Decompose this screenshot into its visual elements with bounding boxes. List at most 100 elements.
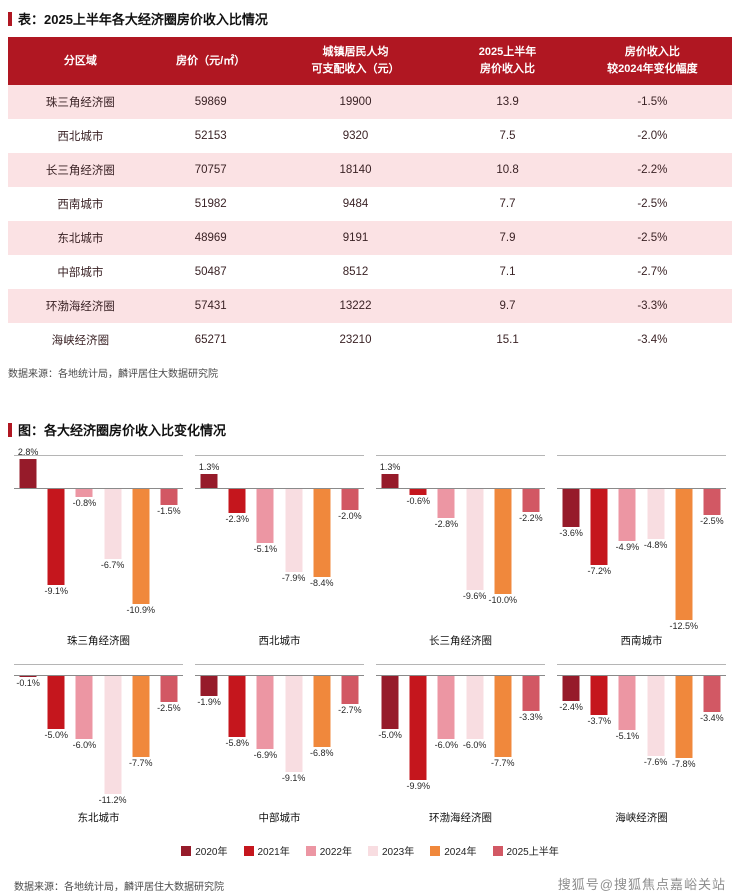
bar-value-label: -0.6% bbox=[406, 496, 431, 507]
chart-plot: -1.9% -5.8% -6.9% -9.1% -6.8% -2.7% bbox=[195, 664, 364, 804]
chart-bar bbox=[132, 489, 150, 604]
bar-value-label: -3.7% bbox=[587, 715, 612, 726]
table-cell: 13222 bbox=[339, 300, 372, 313]
bar-value-label: -9.1% bbox=[281, 772, 306, 783]
bar-value-label: -3.6% bbox=[559, 527, 583, 538]
title-accent-bar-icon bbox=[8, 422, 12, 437]
mini-chart: 1.3% -0.6% -2.8% -9.6% -10.0% -2.2% 长三角经济圈 bbox=[376, 455, 545, 648]
chart-bar bbox=[466, 676, 484, 740]
table-cell: 10.8 bbox=[496, 164, 519, 177]
table-cell: 7.5 bbox=[499, 130, 516, 143]
table-cell: 9484 bbox=[342, 198, 369, 211]
chart-bar bbox=[341, 676, 359, 705]
bar-value-label: -2.5% bbox=[700, 516, 724, 527]
table-cell: 9191 bbox=[342, 232, 369, 245]
chart-bar bbox=[313, 489, 331, 578]
legend-swatch-icon bbox=[492, 845, 503, 856]
bar-value-label: -10.9% bbox=[126, 604, 156, 615]
table-cell: 9320 bbox=[342, 130, 369, 143]
table-cell: 西北城市 bbox=[57, 131, 104, 144]
table-row: 西北城市 52153 9320 7.5 -2.0% bbox=[8, 119, 732, 154]
region-label: 海峡经济圈 bbox=[615, 812, 668, 825]
bar-value-label: -7.7% bbox=[128, 757, 153, 768]
legend-label: 2025上半年 bbox=[506, 847, 559, 859]
watermark-text: 搜狐号@搜狐焦点嘉峪关站 bbox=[557, 877, 726, 893]
legend-swatch-icon bbox=[305, 845, 316, 856]
chart-plot: 2.8% -9.1% -0.8% -6.7% -10.9% -1.5% bbox=[14, 447, 183, 627]
bar-value-label: -7.2% bbox=[587, 565, 612, 576]
bar-value-label: 1.3% bbox=[198, 462, 220, 473]
table-cell: -2.5% bbox=[637, 198, 668, 211]
chart-bar bbox=[381, 676, 399, 729]
chart-section-title: 图：各大经济圈房价收入比变化情况 bbox=[8, 420, 732, 439]
chart-bar bbox=[75, 676, 93, 740]
table-body: 珠三角经济圈 59869 19900 13.9 -1.5% 西北城市 52153 9320 7.… bbox=[8, 85, 732, 358]
chart-plot: 1.3% -2.3% -5.1% -7.9% -8.4% -2.0% bbox=[195, 455, 364, 627]
chart-bar bbox=[647, 489, 665, 540]
legend-label: 2020年 bbox=[195, 847, 228, 859]
bar-value-label: -5.1% bbox=[253, 543, 278, 554]
zero-axis-line bbox=[195, 675, 364, 677]
bar-value-label: -7.6% bbox=[643, 756, 668, 767]
zero-axis-line bbox=[376, 488, 545, 490]
chart-bar bbox=[437, 676, 455, 740]
chart-plot: -2.4% -3.7% -5.1% -7.6% -7.8% -3.4% bbox=[557, 664, 726, 804]
chart-bar bbox=[494, 676, 512, 757]
chart-bar bbox=[381, 474, 399, 489]
chart-bar bbox=[675, 676, 693, 758]
chart-bar bbox=[104, 489, 122, 560]
table-cell: 7.1 bbox=[499, 266, 516, 279]
chart-bar bbox=[19, 458, 37, 489]
region-label: 东北城市 bbox=[77, 812, 120, 825]
bar-value-label: -4.9% bbox=[615, 541, 640, 552]
table-cell: 珠三角经济圈 bbox=[45, 97, 115, 110]
table-row: 环渤海经济圈 57431 13222 9.7 -3.3% bbox=[8, 289, 732, 324]
charts-row-bottom: -0.1% -5.0% -6.0% -11.2% -7.7% -2.5% 东北城市 -1.9%… bbox=[8, 664, 732, 825]
table-cell: 48969 bbox=[194, 232, 227, 245]
table-cell: 13.9 bbox=[496, 96, 519, 109]
chart-bar bbox=[256, 489, 274, 543]
table-cell: 57431 bbox=[194, 300, 227, 313]
mini-chart: -5.0% -9.9% -6.0% -6.0% -7.7% -3.3% 环渤海经济圈 bbox=[376, 664, 545, 825]
bar-value-label: -8.4% bbox=[309, 578, 334, 589]
chart-bar bbox=[160, 489, 178, 505]
chart-bar bbox=[256, 676, 274, 749]
zero-axis-line bbox=[376, 675, 545, 677]
table-cell: 东北城市 bbox=[57, 233, 104, 246]
chart-bar bbox=[590, 489, 608, 565]
bar-value-label: -5.1% bbox=[615, 730, 640, 741]
table-title-text: 表：2025上半年各大经济圈房价收入比情况 bbox=[18, 12, 268, 27]
region-label: 中部城市 bbox=[258, 812, 301, 825]
region-label: 西南城市 bbox=[620, 635, 663, 648]
bar-value-label: -2.3% bbox=[225, 514, 250, 525]
chart-bar bbox=[200, 676, 218, 697]
mini-chart: -2.4% -3.7% -5.1% -7.6% -7.8% -3.4% 海峡经济圈 bbox=[557, 664, 726, 825]
table-cell: -2.0% bbox=[637, 130, 668, 143]
chart-bar bbox=[562, 489, 580, 527]
bar-value-label: -1.9% bbox=[197, 697, 221, 708]
chart-bar bbox=[285, 676, 303, 772]
table-cell: -1.5% bbox=[637, 96, 668, 109]
chart-bar bbox=[703, 676, 721, 712]
legend-item: 2024年 bbox=[430, 843, 477, 858]
table-cell: 19900 bbox=[339, 96, 372, 109]
table-header-cell: 房价收入比 较2024年变化幅度 bbox=[572, 37, 732, 86]
chart-bar bbox=[437, 489, 455, 519]
bar-value-label: -12.5% bbox=[669, 621, 699, 632]
bar-value-label: -6.8% bbox=[309, 748, 334, 759]
chart-bar bbox=[522, 489, 540, 513]
bar-value-label: -2.8% bbox=[434, 519, 459, 530]
table-cell: 西南城市 bbox=[57, 199, 104, 212]
bar-value-label: -5.0% bbox=[44, 729, 69, 740]
chart-bar bbox=[409, 676, 427, 781]
table-cell: 18140 bbox=[339, 164, 372, 177]
chart-bar bbox=[228, 676, 246, 737]
region-label: 环渤海经济圈 bbox=[429, 812, 492, 825]
bar-value-label: -2.0% bbox=[338, 511, 362, 522]
table-cell: 15.1 bbox=[496, 334, 519, 347]
chart-bar bbox=[47, 489, 65, 585]
table-row: 长三角经济圈 70757 18140 10.8 -2.2% bbox=[8, 153, 732, 188]
table-cell: -2.5% bbox=[637, 232, 668, 245]
zero-axis-line bbox=[195, 488, 364, 490]
chart-bar bbox=[409, 489, 427, 496]
